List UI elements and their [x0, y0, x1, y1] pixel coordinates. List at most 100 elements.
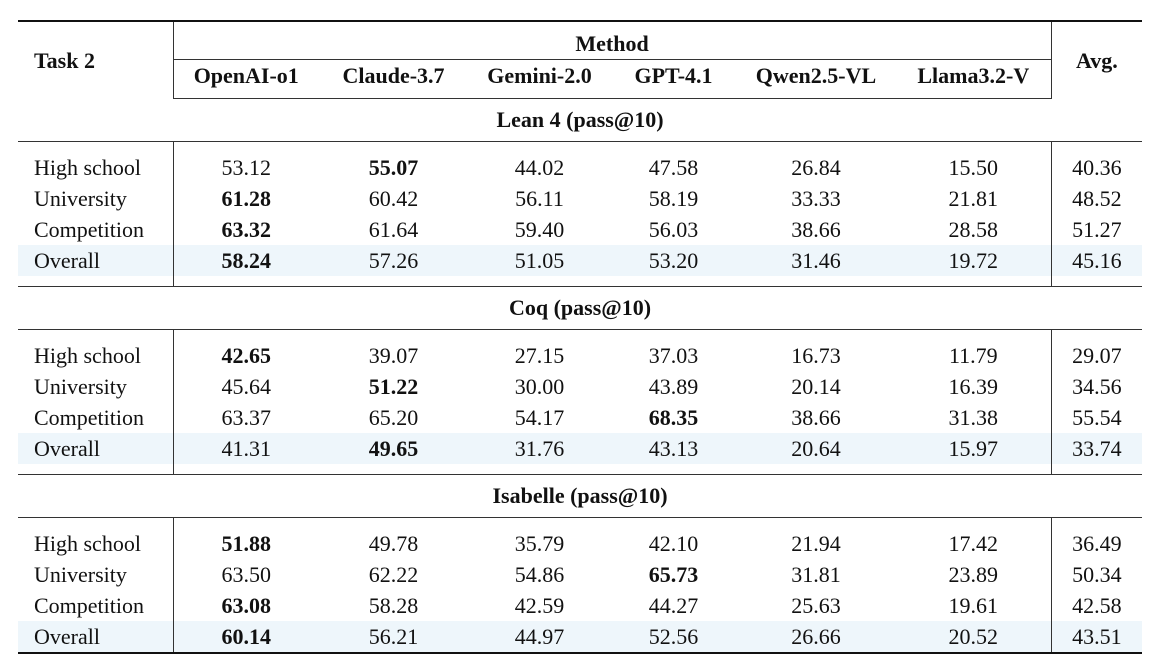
value-cell: 31.81: [791, 562, 841, 587]
value-cell: 53.12: [221, 155, 272, 180]
section-row: Coq (pass@10): [18, 286, 1143, 330]
value-cell: 62.22: [368, 562, 419, 587]
value-cell: 49.78: [368, 531, 419, 556]
value-cell: 16.39: [948, 374, 999, 399]
value-cell: 39.07: [368, 343, 419, 368]
spacer-cell: [896, 330, 1051, 341]
results-table: Task 2 Method Avg. OpenAI-o1 Claude-3.7 Ge…: [18, 20, 1143, 654]
value-cell: 52.56: [611, 621, 736, 654]
spacer-cell: [468, 518, 611, 529]
spacer-cell: [18, 141, 174, 152]
spacer-row: [18, 141, 1143, 153]
table-row: Overall 41.31 49.65 31.76 43.13 20.64 15.97 33.…: [18, 433, 1143, 464]
section-title: Coq (pass@10): [18, 286, 1143, 330]
model-header: GPT-4.1: [611, 59, 736, 99]
value-cell: 57.26: [319, 245, 468, 276]
section-title: Lean 4 (pass@10): [18, 98, 1143, 142]
spacer-cell: [319, 518, 468, 529]
value-cell: 63.08: [221, 593, 272, 618]
spacer-row: [18, 517, 1143, 529]
value-cell: 45.64: [221, 374, 272, 399]
value-cell: 43.89: [648, 374, 699, 399]
table-row: Overall 60.14 56.21 44.97 52.56 26.66 20.52 43.…: [18, 621, 1143, 654]
section-row: Isabelle (pass@10): [18, 474, 1143, 518]
avg-cell: 50.34: [1050, 559, 1143, 590]
row-label: High school: [18, 340, 174, 371]
spacer-cell: [18, 276, 174, 287]
row-label: University: [18, 559, 174, 590]
spacer-cell: [611, 276, 736, 287]
table-row: Competition 63.08 58.28 42.59 44.27 25.63 19.6…: [18, 590, 1143, 621]
avg-cell: 51.27: [1050, 214, 1143, 245]
spacer-cell: [736, 518, 896, 529]
table-row: University 61.28 60.42 56.11 58.19 33.33 21.81…: [18, 183, 1143, 214]
spacer-cell: [319, 142, 468, 153]
value-cell: 55.07: [368, 155, 419, 180]
value-cell: 42.59: [514, 593, 565, 618]
value-cell: 44.97: [468, 621, 611, 654]
table-row: University 45.64 51.22 30.00 43.89 20.14 16.39…: [18, 371, 1143, 402]
spacer-row: [18, 464, 1143, 475]
value-cell: 56.11: [515, 186, 564, 211]
row-label: High school: [18, 152, 174, 183]
value-cell: 11.79: [948, 343, 998, 368]
value-cell: 58.19: [648, 186, 699, 211]
value-cell: 30.00: [514, 374, 565, 399]
row-label: University: [18, 183, 174, 214]
spacer-cell: [468, 464, 611, 475]
spacer-row: [18, 329, 1143, 341]
method-header: Method: [173, 20, 1052, 60]
value-cell: 19.61: [948, 593, 999, 618]
value-cell: 31.76: [468, 433, 611, 464]
row-label: Competition: [18, 590, 174, 621]
spacer-cell: [1050, 464, 1143, 475]
spacer-cell: [1050, 517, 1143, 528]
value-cell: 47.58: [648, 155, 699, 180]
value-cell: 63.50: [221, 562, 272, 587]
value-cell: 28.58: [948, 217, 999, 242]
value-cell: 31.38: [948, 405, 999, 430]
value-cell: 63.32: [221, 217, 272, 242]
value-cell: 59.40: [514, 217, 565, 242]
value-cell: 44.27: [648, 593, 699, 618]
value-cell: 61.64: [368, 217, 419, 242]
value-cell: 15.97: [896, 433, 1052, 464]
value-cell: 63.37: [221, 405, 272, 430]
value-cell: 15.50: [948, 155, 999, 180]
value-cell: 23.89: [948, 562, 999, 587]
value-cell: 58.28: [368, 593, 419, 618]
value-cell: 19.72: [896, 245, 1052, 276]
spacer-cell: [1050, 276, 1143, 287]
value-cell: 44.02: [514, 155, 565, 180]
avg-cell: 45.16: [1050, 245, 1143, 276]
spacer-cell: [319, 330, 468, 341]
avg-cell: 42.58: [1050, 590, 1143, 621]
task-header: Task 2: [18, 20, 174, 99]
value-cell: 17.42: [948, 531, 999, 556]
value-cell: 20.14: [791, 374, 841, 399]
spacer-cell: [611, 142, 736, 153]
value-cell: 68.35: [648, 405, 699, 430]
spacer-cell: [896, 142, 1051, 153]
table-row: Overall 58.24 57.26 51.05 53.20 31.46 19.72 45.…: [18, 245, 1143, 276]
row-label: Overall: [18, 433, 174, 464]
spacer-cell: [1050, 141, 1143, 152]
value-cell: 26.84: [791, 155, 841, 180]
spacer-cell: [173, 142, 319, 153]
model-header-row: OpenAI-o1 Claude-3.7 Gemini-2.0 GPT-4.1 Qwen…: [18, 59, 1142, 99]
value-cell: 56.21: [319, 621, 468, 654]
spacer-cell: [468, 142, 611, 153]
spacer-cell: [1050, 329, 1143, 340]
value-cell: 65.73: [648, 562, 699, 587]
avg-cell: 43.51: [1050, 621, 1143, 654]
spacer-cell: [611, 518, 736, 529]
spacer-cell: [173, 518, 319, 529]
value-cell: 60.14: [173, 621, 319, 654]
spacer-cell: [896, 518, 1051, 529]
value-cell: 58.24: [173, 245, 319, 276]
section-title: Isabelle (pass@10): [18, 474, 1143, 518]
value-cell: 41.31: [173, 433, 319, 464]
table-row: High school 51.88 49.78 35.79 42.10 21.94 17.4…: [18, 528, 1143, 559]
avg-cell: 34.56: [1050, 371, 1143, 402]
value-cell: 26.66: [736, 621, 896, 654]
